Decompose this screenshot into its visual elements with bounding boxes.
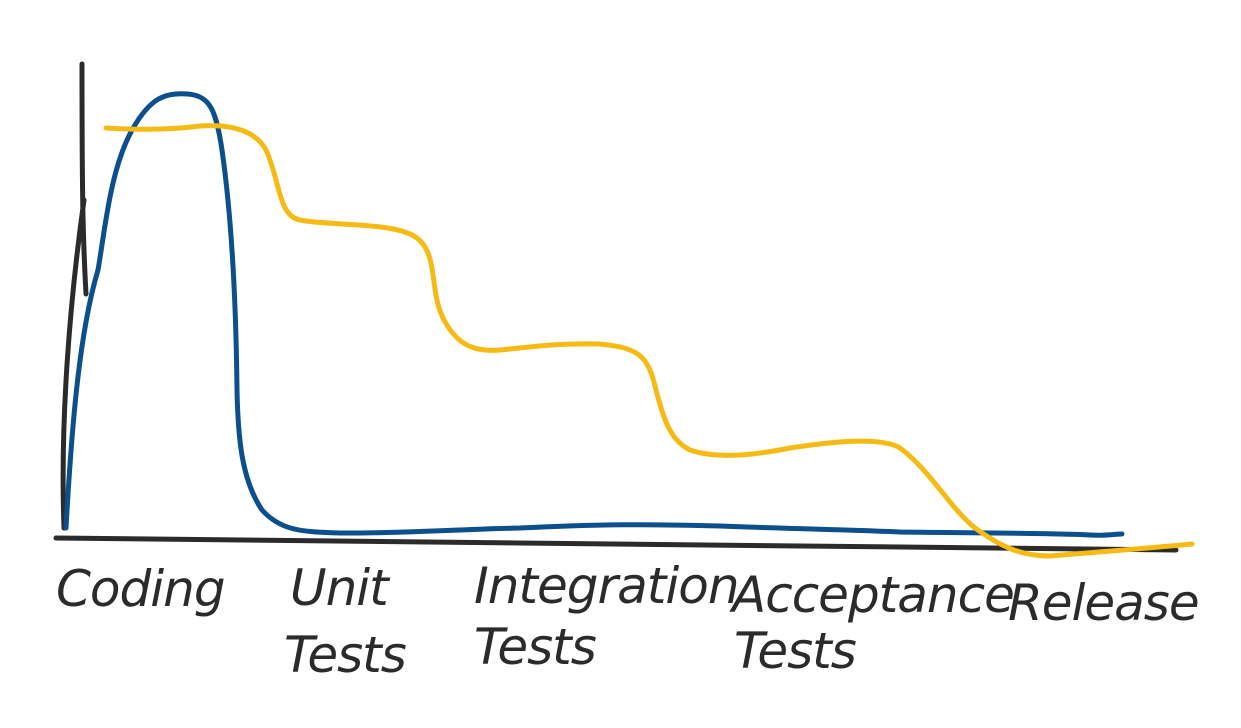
stage-label-unit-tests-line2: Tests: [284, 626, 406, 684]
stage-labels: Coding Unit Tests Integration Tests Acce…: [56, 557, 1200, 684]
stage-label-integration-tests-line2: Tests: [474, 618, 596, 676]
stage-label-integration-tests-line1: Integration: [474, 557, 739, 615]
blue-curve: [63, 91, 1125, 538]
y-axis: [60, 61, 89, 531]
stage-label-acceptance-tests-line2: Tests: [734, 622, 856, 680]
stage-label-release: Release: [1008, 574, 1199, 632]
yellow-curve: [103, 123, 1195, 559]
stage-label-acceptance-tests-line1: Acceptance: [729, 566, 1014, 624]
x-axis: [53, 535, 1179, 553]
axes: [53, 61, 1179, 553]
stage-label-coding: Coding: [56, 560, 225, 618]
stage-label-unit-tests-line1: Unit: [290, 559, 391, 617]
